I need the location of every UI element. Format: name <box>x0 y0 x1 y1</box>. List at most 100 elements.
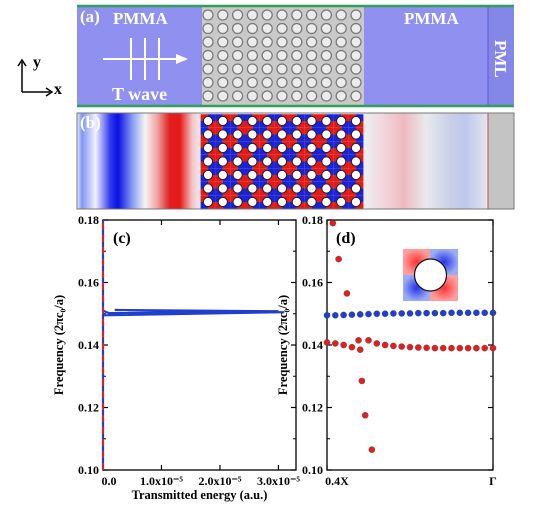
field-hole <box>306 196 317 208</box>
crystal-hole <box>217 63 229 75</box>
crystal-hole <box>335 63 347 75</box>
series-point <box>473 309 480 317</box>
field-hole <box>276 183 288 194</box>
crystal-hole <box>246 76 259 89</box>
crystal-hole <box>335 49 347 62</box>
chart-c: 0.10 0.12 0.14 0.16 0.18 0.0 1.0x10⁻⁵ 2.0x10⁻⁵ 3… <box>52 213 300 502</box>
wave-arrow <box>103 38 188 80</box>
crystal-hole <box>291 22 303 35</box>
field-hole <box>291 169 302 181</box>
field-hole <box>232 196 243 208</box>
crystal-hole <box>217 36 229 48</box>
field-hole <box>350 196 362 208</box>
field-hole <box>306 142 317 154</box>
crystal-hole <box>350 90 362 102</box>
field-hole <box>350 183 362 194</box>
field-hole <box>217 183 228 194</box>
field-hole <box>291 196 302 208</box>
series-point <box>415 344 422 351</box>
crystal-hole <box>202 49 214 62</box>
field-hole <box>336 129 347 140</box>
series-point <box>398 343 405 350</box>
field-hole <box>321 169 332 181</box>
crystal-hole <box>320 9 333 21</box>
field-hole <box>217 129 228 140</box>
field-hole <box>217 142 228 154</box>
field-hole <box>202 129 214 140</box>
field-hole <box>291 129 302 140</box>
field-hole <box>276 196 288 208</box>
series-point <box>365 337 372 344</box>
field-hole <box>321 142 332 154</box>
panel-b-label: (b) <box>80 113 101 132</box>
crystal-hole <box>246 63 259 75</box>
series-point <box>456 344 464 352</box>
crystal-hole <box>305 22 318 35</box>
field-hole <box>247 129 258 140</box>
axis-y-label: y <box>33 54 41 71</box>
field-hole <box>350 115 362 127</box>
field-hole <box>247 115 258 127</box>
field-hole <box>247 196 258 208</box>
series-point <box>406 310 414 317</box>
axis-x-label: x <box>54 81 62 98</box>
y-tick-label: 0.18 <box>78 213 99 227</box>
y-tick-label: 0.14 <box>302 338 323 352</box>
crystal-hole <box>246 9 259 21</box>
x-tick-label: 2.0x10⁻⁵ <box>199 474 242 488</box>
crystal-hole <box>276 9 288 21</box>
field-hole <box>350 156 362 167</box>
x-tick-label: Γ <box>489 474 497 488</box>
crystal-hole <box>305 49 318 62</box>
crystal-hole <box>350 49 362 62</box>
crystal-hole <box>320 22 333 35</box>
field-hole <box>202 142 214 154</box>
field-hole <box>202 196 214 208</box>
crystal-hole <box>305 9 318 21</box>
pmma-right-region <box>364 6 488 106</box>
crystal-hole <box>305 90 318 102</box>
field-hole <box>276 169 288 181</box>
field-hole <box>202 115 214 127</box>
field-hole <box>217 169 228 181</box>
crystal-hole <box>291 76 303 89</box>
field-hole <box>291 115 302 127</box>
series-point <box>356 346 364 353</box>
field-hole <box>321 129 332 140</box>
y-tick-label: 0.10 <box>302 463 323 477</box>
crystal-hole <box>320 49 333 62</box>
crystal-hole <box>276 49 288 62</box>
crystal-hole <box>231 36 244 48</box>
crystal-hole <box>276 63 288 75</box>
field-hole <box>306 169 317 181</box>
field-hole <box>321 156 332 167</box>
panel-a: (a) PMMA PMMA PML T wave <box>77 4 514 108</box>
field-hole <box>232 142 243 154</box>
field-hole <box>291 156 302 167</box>
field-hole <box>321 115 332 127</box>
series-point <box>390 310 397 317</box>
crystal-hole <box>231 90 244 102</box>
series-point <box>464 344 472 352</box>
chart-d: 0.10 0.12 0.14 0.16 0.18 0.4X Γ Frequency (2πc₀… <box>276 213 497 488</box>
crystal-hole <box>335 9 347 21</box>
x-tick-label: 3.0x10⁻⁵ <box>257 474 300 488</box>
x-axis-label: Transmitted energy (a.u.) <box>132 488 268 502</box>
panel-label: (c) <box>113 230 131 247</box>
plot-frame <box>102 219 297 471</box>
series-point <box>332 340 339 347</box>
crystal-hole <box>202 36 214 48</box>
series-point <box>406 343 414 351</box>
x-tick-label: 1.0x10⁻⁵ <box>140 474 183 488</box>
crystal-hole <box>335 76 347 89</box>
y-axis-label: Frequency (2πc₀/a) <box>52 295 66 395</box>
crystal-hole <box>291 63 303 75</box>
y-tick-label: 0.16 <box>78 276 99 290</box>
field-hole <box>306 183 317 194</box>
y-tick-label: 0.18 <box>302 213 323 227</box>
series-point <box>348 311 356 318</box>
pmma-left-region <box>77 6 202 106</box>
y-tick-label: 0.14 <box>78 338 99 352</box>
series-point <box>340 341 347 349</box>
pml-label: PML <box>491 40 510 78</box>
